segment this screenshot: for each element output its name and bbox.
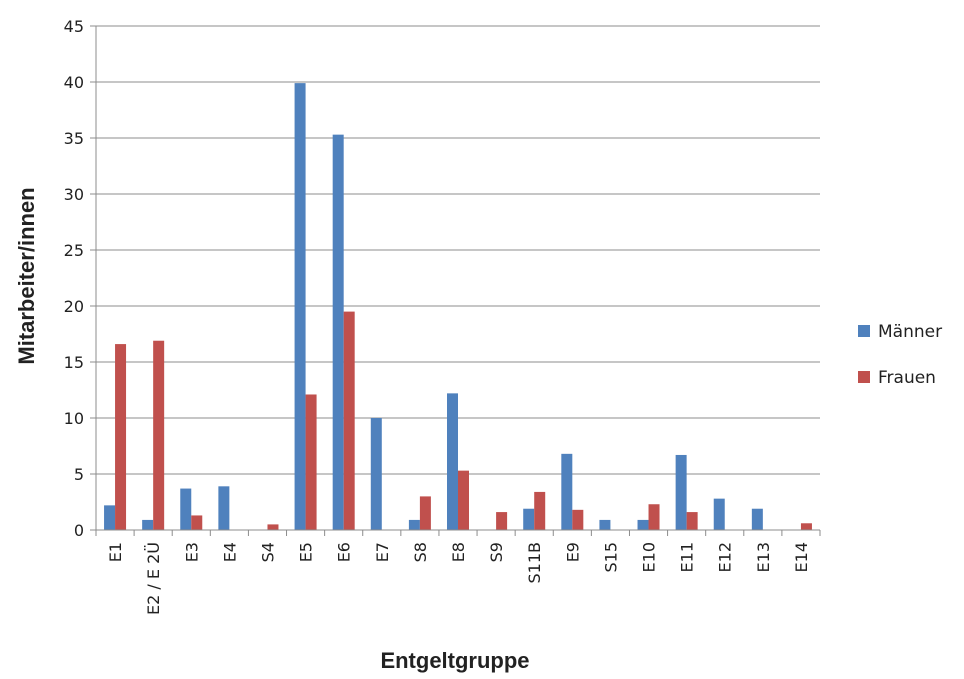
y-axis-ticks: 0 5 10 15 20 25 30 35 40 45	[64, 17, 96, 540]
bar-maenner-e11	[675, 454, 687, 530]
x-tick-label: S4	[258, 542, 277, 562]
bars	[104, 83, 812, 531]
bar-maenner-e4	[218, 486, 230, 530]
legend-label: Männer	[878, 322, 942, 342]
bar-frauen-e5	[305, 394, 317, 530]
bar-frauen-e1	[115, 344, 127, 530]
x-tick-label: E3	[182, 542, 201, 562]
legend-label: Frauen	[878, 368, 936, 388]
x-tick-label: E6	[335, 542, 354, 562]
x-tick-label: E14	[792, 542, 811, 572]
x-axis-ticks: E1 E2 / E 2Ü E3 E4 S4 E5 E6 E7 S8 E8 S9 S11B E9 S15 E1…	[95, 530, 821, 615]
bar-maenner-e5	[294, 83, 306, 531]
bar-maenner-e9	[561, 453, 573, 530]
x-tick-label: E9	[563, 542, 582, 562]
bar-frauen-s8	[419, 496, 431, 530]
bar-maenner-s15	[599, 519, 611, 530]
y-tick-label: 40	[64, 73, 84, 92]
bar-maenner-s8	[408, 519, 420, 530]
x-tick-label: E1	[106, 542, 125, 562]
bar-frauen-s11b	[534, 491, 546, 530]
bar-frauen-e2-e-2-	[153, 340, 165, 530]
x-tick-label: E2 / E 2Ü	[144, 542, 163, 615]
x-tick-label: E7	[373, 542, 392, 562]
y-tick-label: 15	[64, 353, 84, 372]
x-tick-label: E11	[678, 542, 697, 572]
x-tick-label: E5	[297, 542, 316, 562]
x-tick-label: E12	[716, 542, 735, 572]
y-tick-label: 10	[64, 409, 84, 428]
bar-maenner-e3	[180, 488, 192, 530]
x-tick-label: S9	[487, 542, 506, 562]
x-tick-label: E4	[220, 542, 239, 562]
x-axis-title: Entgeltgruppe	[380, 648, 529, 673]
bar-maenner-s11b	[523, 508, 535, 530]
y-tick-label: 30	[64, 185, 84, 204]
bar-frauen-e3	[191, 515, 203, 530]
y-tick-label: 0	[74, 521, 84, 540]
y-tick-label: 20	[64, 297, 84, 316]
legend-swatch	[858, 325, 870, 337]
y-axis-title: Mitarbeiter/innen	[14, 187, 39, 364]
bar-maenner-e10	[637, 519, 649, 530]
x-tick-label: E13	[754, 542, 773, 572]
bar-frauen-s9	[496, 512, 508, 530]
y-tick-label: 35	[64, 129, 84, 148]
x-tick-label: E8	[449, 542, 468, 562]
x-tick-label: E10	[640, 542, 659, 572]
x-tick-label: S8	[411, 542, 430, 562]
bar-maenner-e12	[713, 498, 725, 530]
x-tick-label: S15	[601, 542, 620, 573]
bar-frauen-e8	[458, 470, 469, 530]
bar-maenner-e6	[332, 134, 344, 530]
bar-frauen-e10	[648, 504, 660, 530]
gridlines	[96, 25, 820, 475]
bar-maenner-e1	[104, 505, 116, 530]
bar-frauen-s4	[267, 524, 279, 530]
bar-maenner-e2-e-2-	[142, 519, 154, 530]
y-tick-label: 45	[64, 17, 84, 36]
y-tick-label: 25	[64, 241, 84, 260]
bar-maenner-e8	[447, 393, 458, 530]
y-tick-label: 5	[74, 465, 84, 484]
legend: Männer Frauen	[858, 322, 942, 388]
bar-maenner-e13	[751, 508, 763, 530]
bar-frauen-e11	[686, 512, 698, 530]
x-tick-label: S11B	[525, 542, 544, 584]
bar-frauen-e14	[800, 523, 812, 530]
bar-maenner-e7	[370, 418, 382, 530]
bar-frauen-e9	[572, 509, 584, 530]
legend-swatch	[858, 371, 870, 383]
axes	[95, 26, 820, 531]
bar-frauen-e6	[343, 311, 355, 530]
